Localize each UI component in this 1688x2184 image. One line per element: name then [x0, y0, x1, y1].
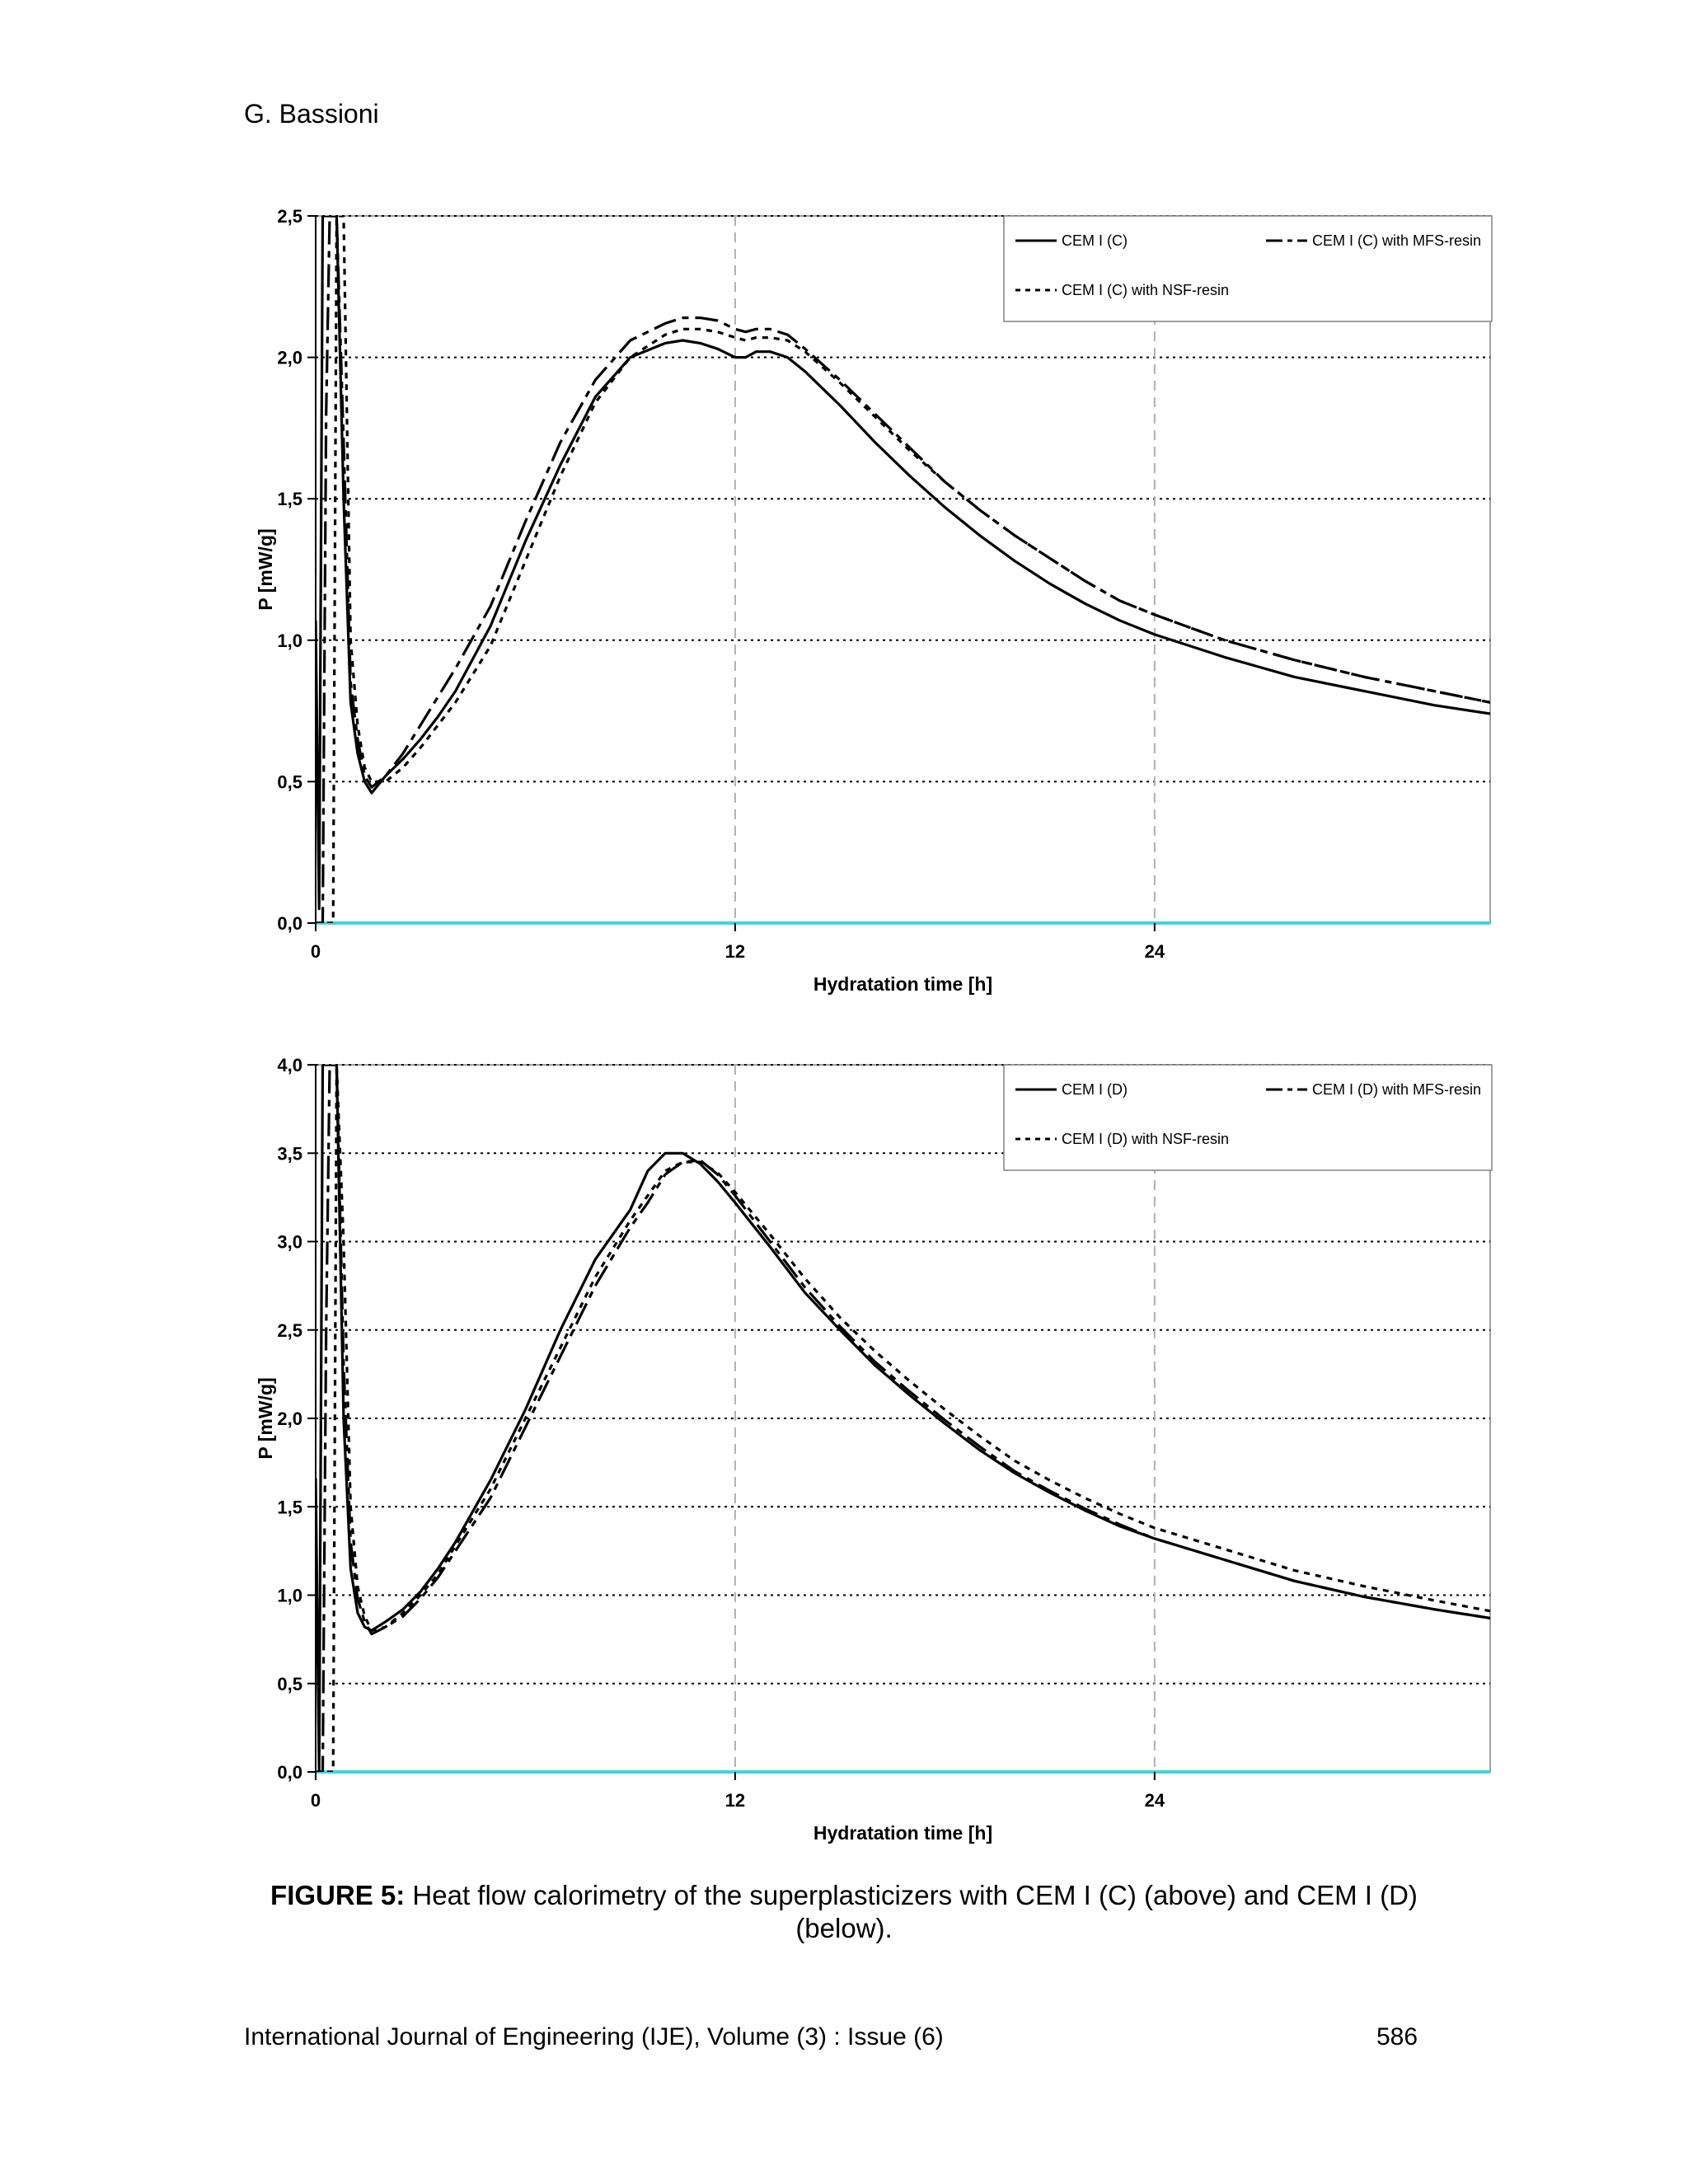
- series-line: [316, 216, 1490, 923]
- footer-page-number: 586: [1376, 2023, 1418, 2050]
- series-line: [316, 216, 1490, 923]
- y-tick-label: 2,0: [277, 1408, 302, 1429]
- y-tick-label: 0,5: [277, 1674, 302, 1694]
- y-tick-label: 3,0: [277, 1232, 302, 1253]
- y-tick-label: 2,0: [277, 348, 302, 368]
- x-tick-label: 0: [311, 1790, 321, 1811]
- y-tick-label: 0,0: [277, 1762, 302, 1783]
- legend-label: CEM I (C) with MFS-resin: [1312, 232, 1481, 249]
- legend-box: [1003, 1064, 1493, 1171]
- x-tick-label: 24: [1145, 941, 1165, 962]
- legend-box: [1003, 215, 1493, 322]
- x-axis-label: Hydratation time [h]: [814, 1822, 992, 1844]
- legend-label: CEM I (D) with MFS-resin: [1312, 1081, 1481, 1098]
- y-tick-label: 2,5: [277, 206, 302, 227]
- y-tick-label: 0,0: [277, 913, 302, 934]
- y-axis-label: P [mW/g]: [255, 528, 276, 610]
- x-tick-label: 12: [725, 941, 745, 962]
- legend-label: CEM I (C) with NSF-resin: [1062, 282, 1229, 298]
- chart-cem-i-c: 0,0 0,5 1,0 1,5 2,0 2,5 0 12 24 Hydratation time …: [255, 206, 1493, 995]
- series-line: [316, 1065, 1490, 1772]
- y-tick-label: 1,5: [277, 489, 302, 509]
- figure-caption: FIGURE 5: Heat flow calorimetry of the s…: [247, 1879, 1441, 1945]
- y-tick-label: 1,5: [277, 1497, 302, 1517]
- legend-label: CEM I (D) with NSF-resin: [1062, 1131, 1229, 1147]
- x-tick-label: 0: [311, 941, 321, 962]
- y-axis-label: P [mW/g]: [255, 1377, 276, 1459]
- y-tick-label: 0,5: [277, 771, 302, 792]
- series-line: [316, 216, 1490, 911]
- y-tick-label: 3,5: [277, 1143, 302, 1164]
- figure-caption-text: Heat flow calorimetry of the superplasti…: [412, 1880, 1418, 1943]
- y-tick-label: 4,0: [277, 1055, 302, 1076]
- footer-journal: International Journal of Engineering (IJ…: [244, 2023, 944, 2050]
- page-header-author: G. Bassioni: [244, 99, 379, 129]
- y-tick-label: 2,5: [277, 1320, 302, 1341]
- series-line: [316, 1065, 1490, 1772]
- x-tick-label: 24: [1145, 1790, 1165, 1811]
- legend-label: CEM I (C): [1062, 232, 1128, 249]
- y-tick-label: 1,0: [277, 630, 302, 651]
- y-tick-label: 1,0: [277, 1586, 302, 1606]
- chart-cem-i-d: 0,0 0,5 1,0 1,5 2,0 2,5 3,0 3,5 4,0 0 12 24 Hydratat…: [255, 1055, 1493, 1844]
- legend-label: CEM I (D): [1062, 1081, 1128, 1098]
- figure-caption-label: FIGURE 5:: [270, 1880, 406, 1910]
- series-line: [316, 1065, 1490, 1772]
- x-axis-label: Hydratation time [h]: [814, 973, 992, 995]
- x-tick-label: 12: [725, 1790, 745, 1811]
